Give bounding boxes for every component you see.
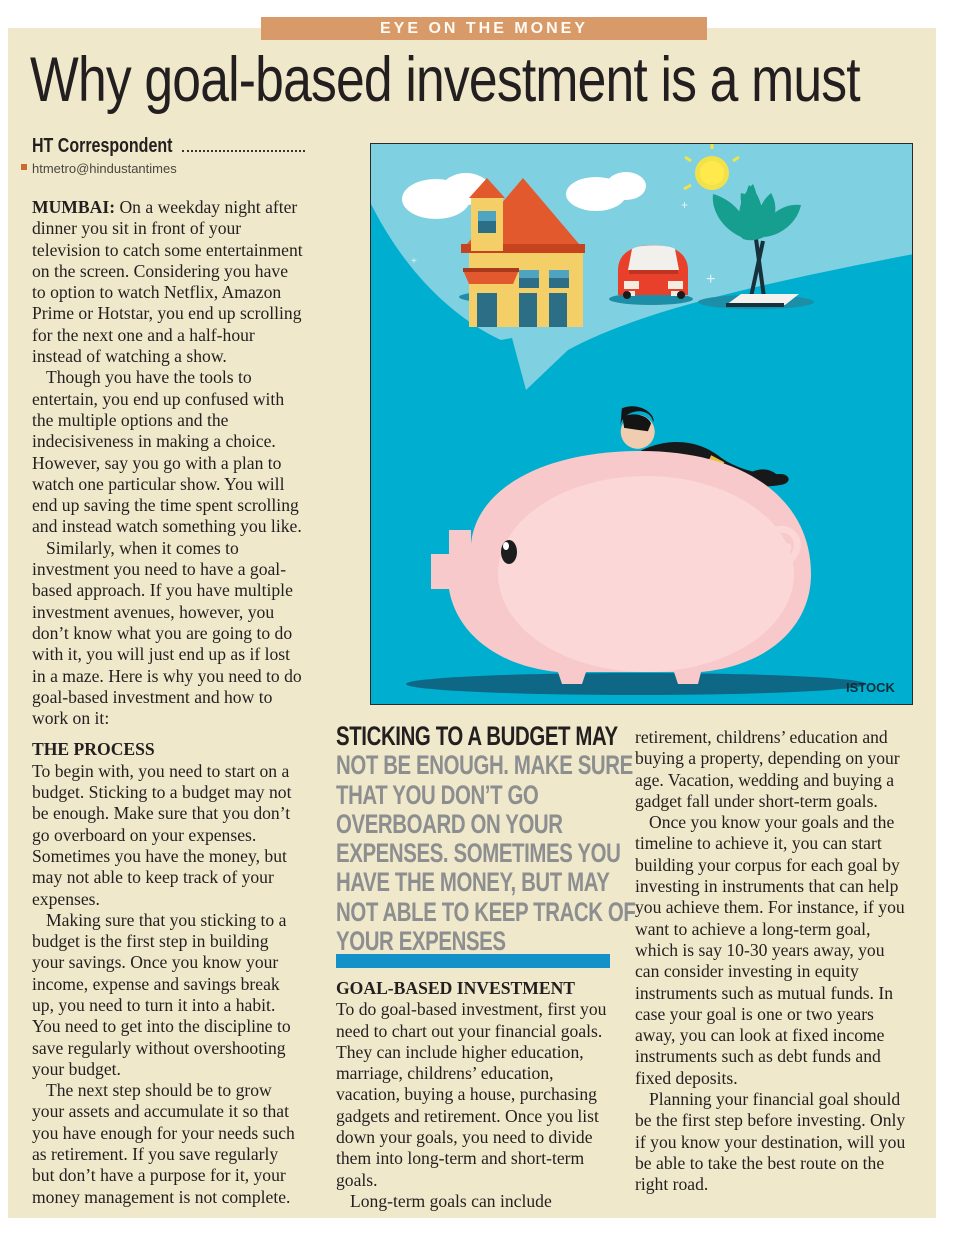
- svg-text:+: +: [411, 256, 417, 267]
- svg-text:+: +: [681, 198, 688, 212]
- svg-text:+: +: [706, 271, 715, 288]
- svg-text:ISTOCK: ISTOCK: [846, 680, 895, 695]
